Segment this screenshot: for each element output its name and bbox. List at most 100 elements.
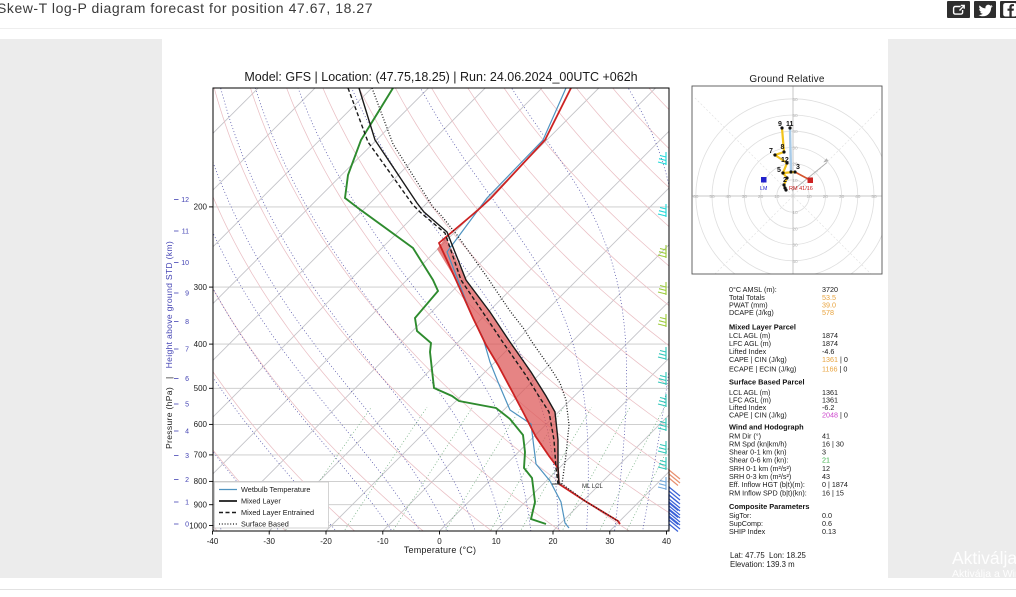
svg-text:1361: 1361 [822,396,838,405]
svg-text:900: 900 [194,501,208,510]
svg-text:-4.6: -4.6 [822,347,834,356]
svg-text:CAPE | CIN (J/kg): CAPE | CIN (J/kg) [729,410,787,419]
svg-text:PWAT (mm): PWAT (mm) [729,301,768,310]
svg-text:SHIP Index: SHIP Index [729,527,766,536]
svg-text:SRH 0-3 km (m²/s²): SRH 0-3 km (m²/s²) [729,472,791,481]
svg-text:DCAPE (J/kg): DCAPE (J/kg) [729,308,774,317]
svg-text:1000: 1000 [189,521,207,530]
svg-text:Lifted Index: Lifted Index [729,347,767,356]
svg-text:0.13: 0.13 [822,527,836,536]
svg-text:RM 41/16: RM 41/16 [789,186,813,192]
svg-text:8: 8 [781,144,785,151]
svg-text:5: 5 [185,402,189,409]
svg-text:Eff. Inflow HGT (b|t)(m):: Eff. Inflow HGT (b|t)(m): [729,480,805,489]
svg-text:21: 21 [822,456,830,465]
svg-text:5: 5 [777,167,781,174]
svg-text:50: 50 [709,194,715,200]
svg-text:1: 1 [185,500,189,507]
svg-text:50: 50 [792,113,798,119]
svg-text:600: 600 [194,420,208,429]
svg-text:Shear 0-1 km (kn): Shear 0-1 km (kn) [729,448,787,457]
svg-text:4: 4 [185,429,189,436]
svg-text:3720: 3720 [822,285,838,294]
svg-text:1361 | 0: 1361 | 0 [822,355,848,364]
svg-text:Lat: 47.75 Lon: 18.25: Lat: 47.75 Lon: 18.25 [730,551,807,560]
svg-text:43: 43 [822,472,830,481]
svg-text:10: 10 [181,260,189,267]
svg-text:30: 30 [792,243,798,249]
svg-text:3: 3 [822,448,826,457]
svg-text:0: 0 [437,537,442,546]
svg-text:20: 20 [549,537,558,546]
svg-text:-40: -40 [207,537,219,546]
svg-text:9: 9 [185,291,189,298]
svg-text:0.0: 0.0 [822,511,832,520]
svg-text:700: 700 [194,451,208,460]
svg-text:10: 10 [792,178,798,184]
svg-text:400: 400 [194,340,208,349]
svg-text:0°C AMSL (m):: 0°C AMSL (m): [729,285,777,294]
svg-text:ECAPE | ECIN (J/kg): ECAPE | ECIN (J/kg) [729,364,796,373]
svg-text:Surface Based Parcel: Surface Based Parcel [729,377,805,386]
svg-text:20: 20 [823,194,829,200]
svg-text:SRH 0-1 km (m²/s²): SRH 0-1 km (m²/s²) [729,464,791,473]
svg-text:Mixed Layer Parcel: Mixed Layer Parcel [729,323,796,332]
svg-text:60: 60 [693,194,699,200]
svg-text:800: 800 [194,477,208,486]
svg-text:30: 30 [605,537,614,546]
svg-text:Surface Based: Surface Based [241,520,289,529]
svg-text:20: 20 [792,226,798,232]
svg-text:LFC AGL (m): LFC AGL (m) [729,339,771,348]
svg-text:LCL AGL (m): LCL AGL (m) [729,331,770,340]
svg-text:Temperature (°C): Temperature (°C) [404,545,476,555]
svg-text:SupComp:: SupComp: [729,519,763,528]
svg-text:12: 12 [781,157,789,164]
svg-text:40: 40 [792,259,798,265]
svg-text:CAPE | CIN (J/kg): CAPE | CIN (J/kg) [729,355,787,364]
svg-text:10: 10 [807,194,813,200]
svg-text:53.5: 53.5 [822,293,836,302]
svg-text:578: 578 [822,308,834,317]
svg-text:11: 11 [786,121,794,128]
svg-text:LM: LM [760,186,767,192]
svg-text:16 | 15: 16 | 15 [822,488,844,497]
svg-text:10: 10 [792,210,798,216]
svg-text:SigTor:: SigTor: [729,511,751,520]
svg-text:7: 7 [185,347,189,354]
svg-text:8: 8 [185,319,189,326]
svg-text:Elevation: 139.3 m: Elevation: 139.3 m [730,560,795,569]
svg-text:-6.2: -6.2 [822,403,834,412]
svg-text:50: 50 [871,194,877,200]
svg-text:RM Inflow SPD (b|t)(kn):: RM Inflow SPD (b|t)(kn): [729,488,807,497]
svg-text:0 | 1874: 0 | 1874 [822,480,848,489]
svg-text:200: 200 [194,203,208,212]
svg-text:40: 40 [792,129,798,135]
svg-text:Pressure (hPa) | Height ab: Pressure (hPa) | Height above ground STD… [164,241,174,449]
svg-text:40: 40 [726,194,732,200]
svg-text:40: 40 [855,194,861,200]
svg-text:10: 10 [774,194,780,200]
svg-text:6: 6 [185,376,189,383]
svg-text:Ground Relative: Ground Relative [749,74,824,85]
svg-text:Total Totals: Total Totals [729,293,765,302]
svg-text:ML LCL: ML LCL [582,484,603,490]
svg-text:-20: -20 [320,537,332,546]
svg-text:0: 0 [185,522,189,529]
svg-text:RM Spd (kn|km/h): RM Spd (kn|km/h) [729,439,787,448]
svg-text:Composite Parameters: Composite Parameters [729,502,810,511]
svg-text:30: 30 [742,194,748,200]
svg-text:9: 9 [778,121,782,128]
svg-text:LFC AGL (m): LFC AGL (m) [729,396,771,405]
svg-text:-10: -10 [377,537,389,546]
svg-text:-30: -30 [263,537,275,546]
svg-text:1361: 1361 [822,388,838,397]
svg-text:7: 7 [769,148,773,155]
svg-text:LCL AGL (m): LCL AGL (m) [729,388,770,397]
svg-text:Wind and Hodograph: Wind and Hodograph [729,423,804,432]
svg-text:41: 41 [822,432,830,441]
svg-text:16 | 30: 16 | 30 [822,439,844,448]
svg-text:20: 20 [792,162,798,168]
svg-text:Model: GFS | Location: (47.75,: Model: GFS | Location: (47.75,18.25) | R… [244,70,637,84]
svg-text:Mixed Layer: Mixed Layer [241,497,281,506]
svg-text:Mixed Layer Entrained: Mixed Layer Entrained [241,508,314,517]
